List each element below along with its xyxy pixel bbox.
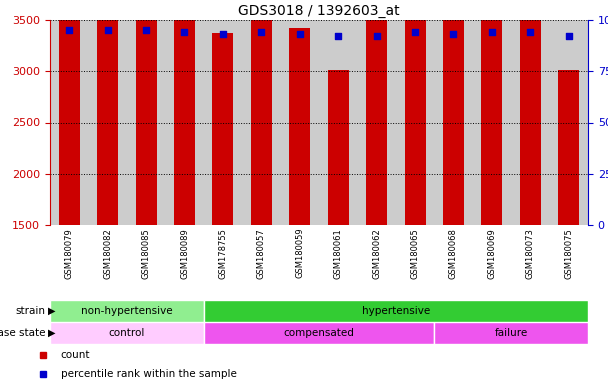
Bar [358, 20, 396, 225]
Bar [174, 0, 195, 225]
Bar [165, 20, 204, 225]
Bar [472, 20, 511, 225]
Point [141, 27, 151, 33]
Point [449, 31, 458, 37]
Bar [204, 300, 588, 322]
Point [257, 29, 266, 35]
Bar [242, 20, 280, 225]
Bar [434, 20, 472, 225]
Text: percentile rank within the sample: percentile rank within the sample [61, 369, 237, 379]
Bar [127, 20, 165, 225]
Bar [434, 322, 588, 344]
Point [371, 33, 381, 40]
Bar [97, 0, 118, 225]
Bar [366, 0, 387, 225]
Text: non-hypertensive: non-hypertensive [81, 306, 173, 316]
Bar [212, 33, 233, 225]
Point [103, 27, 112, 33]
Bar [511, 20, 550, 225]
Bar [50, 322, 204, 344]
Text: strain: strain [15, 306, 45, 316]
Point [295, 31, 305, 37]
Bar [550, 20, 588, 225]
Text: ▶: ▶ [48, 328, 55, 338]
Bar [319, 20, 358, 225]
Text: disease state: disease state [0, 328, 45, 338]
Bar [280, 20, 319, 225]
Bar [443, 0, 464, 225]
Bar [404, 6, 426, 225]
Point [64, 27, 74, 33]
Point [218, 31, 228, 37]
Bar [482, 0, 502, 225]
Bar [204, 20, 242, 225]
Bar [558, 70, 579, 225]
Text: ▶: ▶ [48, 306, 55, 316]
Point [333, 33, 343, 40]
Bar [328, 70, 349, 225]
Bar [204, 322, 434, 344]
Point [487, 29, 497, 35]
Bar [520, 0, 541, 225]
Bar [289, 28, 310, 225]
Text: count: count [61, 350, 91, 360]
Text: control: control [109, 328, 145, 338]
Bar [50, 20, 88, 225]
Bar [58, 0, 80, 225]
Bar [50, 300, 204, 322]
Point [564, 33, 574, 40]
Text: compensated: compensated [283, 328, 354, 338]
Point [179, 29, 189, 35]
Text: hypertensive: hypertensive [362, 306, 430, 316]
Bar [88, 20, 127, 225]
Bar [136, 0, 157, 225]
Title: GDS3018 / 1392603_at: GDS3018 / 1392603_at [238, 3, 400, 18]
Bar [250, 16, 272, 225]
Point [525, 29, 535, 35]
Point [410, 29, 420, 35]
Text: failure: failure [494, 328, 528, 338]
Bar [396, 20, 434, 225]
